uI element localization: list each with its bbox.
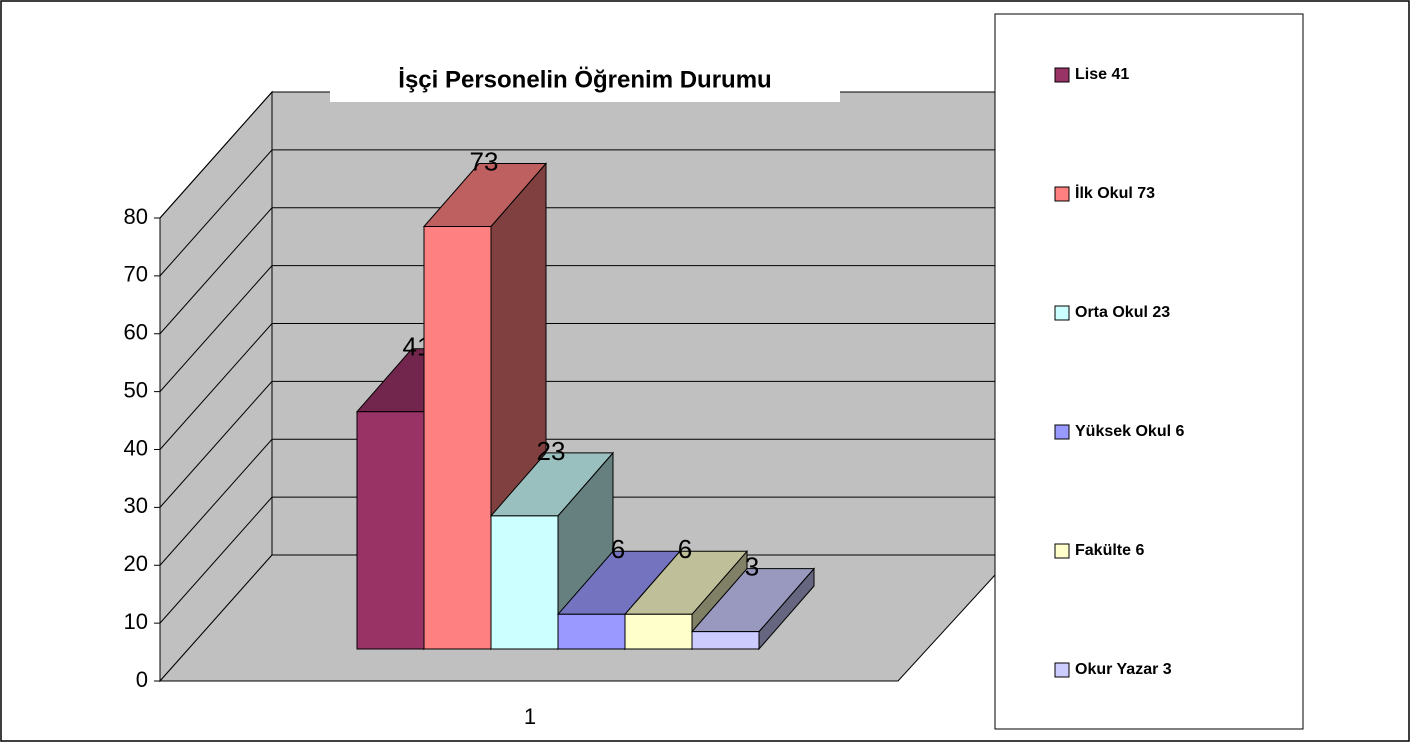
data-label: 6	[611, 534, 625, 564]
chart-title: İşçi Personelin Öğrenim Durumu	[398, 66, 771, 93]
data-label: 6	[678, 534, 692, 564]
y-tick-label: 10	[124, 609, 148, 634]
y-tick-label: 30	[124, 493, 148, 518]
legend-swatch	[1054, 305, 1070, 321]
bar	[624, 613, 693, 650]
grid-line	[159, 380, 995, 508]
legend-swatch	[1054, 67, 1070, 83]
legend-swatch	[1054, 662, 1070, 678]
y-tick-label: 0	[136, 667, 148, 692]
grid-line	[159, 265, 995, 392]
x-tick-label: 1	[524, 704, 536, 729]
grid-line	[159, 207, 995, 335]
grid-line	[159, 438, 995, 566]
y-tick-label: 70	[124, 262, 148, 287]
legend-label: Fakülte 6	[1075, 542, 1144, 559]
bar	[490, 515, 559, 650]
legend-swatch	[1054, 186, 1070, 202]
legend-label: İlk Okul 73	[1075, 184, 1155, 202]
grid-line	[159, 323, 995, 450]
legend	[994, 13, 1304, 730]
legend-label: Lise 41	[1075, 66, 1129, 83]
bar	[356, 411, 425, 650]
bar	[691, 631, 760, 650]
y-tick-label: 80	[124, 204, 148, 229]
bar	[423, 226, 492, 650]
legend-label: Orta Okul 23	[1075, 304, 1170, 321]
y-tick-label: 60	[124, 320, 148, 345]
y-tick-label: 40	[124, 435, 148, 460]
data-label: 3	[745, 552, 759, 582]
grid-line	[159, 496, 995, 624]
title-box	[330, 58, 840, 102]
grid-line	[159, 149, 995, 277]
y-tick-label: 50	[124, 377, 148, 402]
y-tick-label: 20	[124, 551, 148, 576]
legend-label: Yüksek Okul 6	[1075, 423, 1184, 440]
data-label: 73	[470, 146, 499, 176]
bar	[557, 613, 626, 650]
legend-label: Okur Yazar 3	[1075, 661, 1172, 678]
legend-swatch	[1054, 424, 1070, 440]
legend-swatch	[1054, 543, 1070, 559]
data-label: 23	[537, 436, 566, 466]
